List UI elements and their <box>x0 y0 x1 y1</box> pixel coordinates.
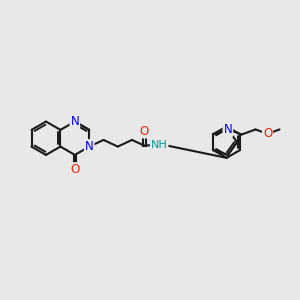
Text: N: N <box>85 140 94 153</box>
Text: N: N <box>70 115 79 128</box>
Text: O: O <box>140 124 149 137</box>
Text: O: O <box>70 163 80 176</box>
Text: N: N <box>224 123 232 136</box>
Text: NH: NH <box>151 140 168 150</box>
Text: O: O <box>263 127 272 140</box>
